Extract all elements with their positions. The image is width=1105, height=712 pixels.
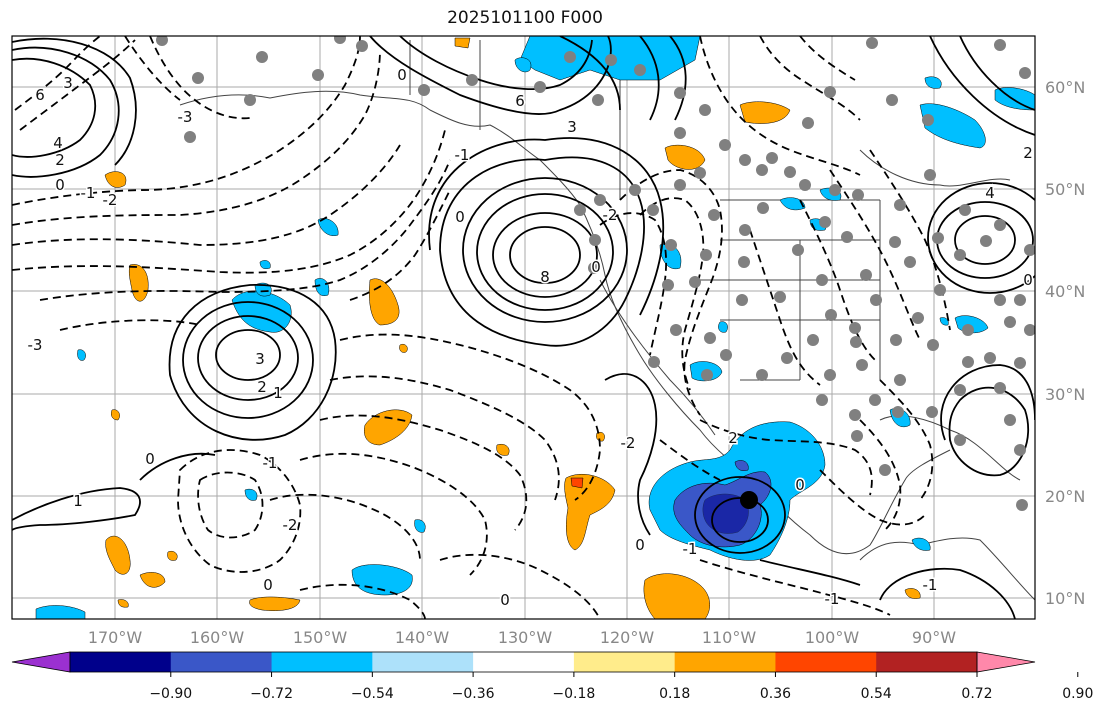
colorbar-tick-label: −0.36 [452,686,495,702]
contour-value-label: -1 [923,576,938,594]
lon-label-90w: 90°W [912,628,956,647]
colorbar-tick-label: −0.72 [250,686,293,702]
contour-value-label: 6 [515,92,525,110]
contour-value-label: 3 [63,74,73,92]
colorbar-tick-label: 0.90 [1062,686,1093,702]
station-markers [156,36,1035,511]
colorbar-segment [372,652,474,672]
colorbar-extend-low [11,651,71,673]
contour-value-label: -2 [103,191,118,209]
contour-value-label: 0 [1023,271,1033,289]
contour-value-label: 2 [1023,144,1033,162]
colorbar-tick-label: 0.72 [961,686,992,702]
colorbar-segment [70,652,172,672]
contour-value-label: -1 [455,146,470,164]
contour-value-label: 0 [55,176,65,194]
colorbar-outline [69,651,978,673]
colorbar-extend-high [976,651,1036,673]
storm-center-marker [740,491,758,509]
map-panel [12,36,1035,619]
colorbar-segment [473,652,575,672]
contour-value-label: 0 [455,208,465,226]
lat-label-40n: 40°N [1045,282,1085,301]
contour-value-label: 4 [53,134,63,152]
lon-label-170w: 170°W [88,628,143,647]
contour-value-label: -2 [603,206,618,224]
longitude-labels: 170°W 160°W 150°W 140°W 130°W 120°W 110°… [88,628,956,647]
colorbar-tick-label: −0.54 [351,686,394,702]
contour-value-label: 2 [728,429,738,447]
contour-value-label: 0 [795,476,805,494]
colorbar-tick-label: 0.36 [760,686,791,702]
contour-value-label: 4 [985,184,995,202]
contour-value-label: 6 [35,86,45,104]
contour-value-label: 2 [55,151,65,169]
contour-value-label: -2 [283,516,298,534]
contour-value-label: 3 [567,118,577,136]
colorbar-tick-label: −0.90 [149,686,192,702]
colorbar-tick-label: 0.54 [861,686,892,702]
contour-value-label: 2 [257,378,267,396]
contour-value-label: 0 [500,591,510,609]
contour-value-label: -1 [81,184,96,202]
contour-value-label: 3 [255,350,265,368]
contour-value-label: -1 [263,454,278,472]
lon-label-120w: 120°W [600,628,655,647]
lon-label-100w: 100°W [805,628,860,647]
contour-value-label: -1 [825,590,840,608]
colorbar-tick-label: 0.18 [659,686,690,702]
contour-value-label: 1 [273,384,283,402]
colorbar-segment [271,652,373,672]
colorbar-tick-label: −0.18 [552,686,595,702]
lat-label-30n: 30°N [1045,385,1085,404]
lat-label-60n: 60°N [1045,78,1085,97]
contour-value-label: 0 [591,258,601,276]
map-frame [11,35,1036,620]
colorbar-segment [775,652,877,672]
contour-value-label: 0 [397,66,407,84]
contour-value-label: -3 [178,108,193,126]
contour-value-label: -3 [28,336,43,354]
lon-label-150w: 150°W [293,628,348,647]
contour-value-label: 1 [73,492,83,510]
contour-value-label: -1 [683,540,698,558]
colorbar-segment [573,652,676,672]
lon-label-160w: 160°W [190,628,245,647]
colorbar-segment [876,652,978,672]
colorbar-segment [674,652,776,672]
lat-label-50n: 50°N [1045,180,1085,199]
contour-value-label: 0 [635,536,645,554]
contour-value-label: 0 [145,450,155,468]
colorbar-tick-labels: −0.90 −0.72 −0.54 −0.36 −0.18 0.18 0.36 0.54 0.7… [149,672,1093,702]
lat-label-20n: 20°N [1045,487,1085,506]
colorbar-segment [170,652,273,672]
colorbar [11,651,1036,673]
latitude-labels: 60°N 50°N 40°N 30°N 20°N 10°N [1045,78,1085,608]
contour-value-label: -2 [621,434,636,452]
contour-value-label: 8 [540,268,550,286]
lon-label-130w: 130°W [498,628,553,647]
lon-label-140w: 140°W [395,628,450,647]
lat-label-10n: 10°N [1045,589,1085,608]
contour-value-label: 0 [263,576,273,594]
lon-label-110w: 110°W [702,628,757,647]
map-title: 2025101100 F000 [447,8,603,28]
